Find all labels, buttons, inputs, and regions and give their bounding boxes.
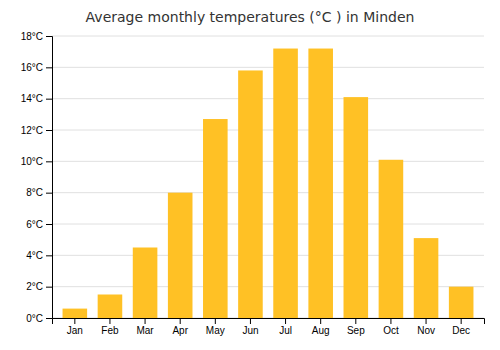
tick: May [206,318,225,336]
grid [52,36,484,318]
bar [63,309,88,318]
bar [414,238,439,318]
tick-label: Jul [279,325,292,336]
grid-line [52,161,484,162]
tick: Apr [172,318,188,336]
tick-label: 0°C [26,313,43,324]
tick-label: 16°C [21,62,43,73]
tick-label: Mar [136,325,154,336]
tick-label: 18°C [21,31,43,42]
tick: 18°C [21,31,52,42]
grid-line [52,98,484,99]
tick-label: Sep [347,325,365,336]
tick-label: Nov [417,325,435,336]
tick: 8°C [26,187,52,198]
tick-mark [46,99,52,100]
tick: 16°C [21,62,52,73]
tick-mark [426,318,427,324]
tick: Jul [279,318,292,336]
tick-mark [46,193,52,194]
tick: 10°C [21,156,52,167]
tick-mark [285,318,286,324]
tick-mark [215,318,216,324]
bar [168,193,193,318]
grid-line [52,130,484,131]
axis-line [53,319,485,325]
bar [273,49,298,318]
tick-mark [46,161,52,162]
tick: 12°C [21,125,52,136]
tick-mark [145,318,146,324]
tick-label: 8°C [26,187,43,198]
tick: Feb [101,318,119,336]
tick-mark [46,67,52,68]
tick-label: 10°C [21,156,43,167]
tick: Mar [136,318,154,336]
grid-line [52,224,484,225]
bar [344,97,369,318]
tick: Jan [67,318,83,336]
bar [379,160,404,318]
tick-mark [320,318,321,324]
tick-mark [180,318,181,324]
grid-line [52,36,484,37]
tick-label: Jan [67,325,83,336]
tick-label: 6°C [26,219,43,230]
tick-mark [250,318,251,324]
tick: Oct [383,318,399,336]
tick-mark [109,318,110,324]
bar [98,295,123,319]
tick-label: Feb [101,325,119,336]
tick-label: Jun [242,325,258,336]
bars [63,49,474,318]
tick-label: Aug [312,325,330,336]
tick-mark [390,318,391,324]
tick-label: Dec [452,325,470,336]
chart: Average monthly temperatures (°C ) in Mi… [0,0,500,350]
bar [308,49,333,318]
tick: Nov [417,318,435,336]
tick-mark [46,318,52,319]
tick: Dec [452,318,470,336]
tick: 2°C [26,281,52,292]
tick-label: 14°C [21,93,43,104]
tick-mark [46,287,52,288]
bar [133,248,158,319]
tick-label: 4°C [26,250,43,261]
tick-mark [74,318,75,324]
axis-line [46,37,53,319]
tick: 4°C [26,250,52,261]
tick-mark [46,130,52,131]
tick-mark [46,255,52,256]
tick-mark [355,318,356,324]
tick-label: May [206,325,225,336]
tick: 0°C [26,313,52,324]
tick-mark [461,318,462,324]
y-axis: 0°C 2°C 4°C 6°C 8°C 10°C 12°C 14°C 16°C 18°C [21,31,53,324]
title: Average monthly temperatures (°C ) in Mi… [86,9,415,25]
tick: 6°C [26,219,52,230]
tick: 14°C [21,93,52,104]
bar [449,287,474,318]
grid-line [52,67,484,68]
plot: 0°C 2°C 4°C 6°C 8°C 10°C 12°C 14°C 16°C 18°C Jan Fe… [21,31,485,336]
x-axis: Jan Feb Mar Apr May Jun Jul Aug Sep Oct Nov Dec [53,318,485,336]
tick: Jun [242,318,258,336]
tick-mark [46,36,52,37]
bar [203,119,228,318]
tick-label: Oct [383,325,399,336]
bar [238,70,263,318]
tick: Sep [347,318,365,336]
grid-line [52,192,484,193]
tick-mark [46,224,52,225]
tick-label: 12°C [21,125,43,136]
tick-label: Apr [172,325,188,336]
tick: Aug [312,318,330,336]
tick-label: 2°C [26,281,43,292]
